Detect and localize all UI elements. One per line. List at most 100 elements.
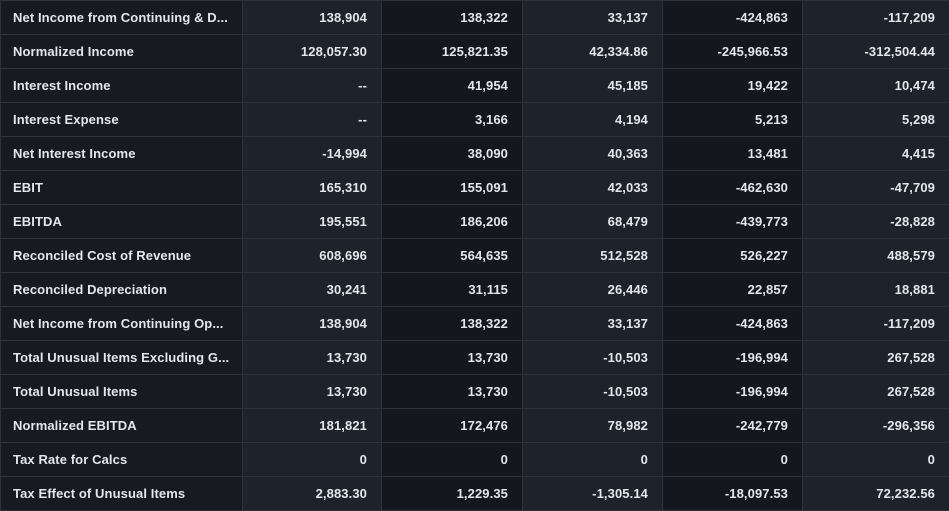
value-cell: -462,630 [663,171,803,205]
value-cell: 5,213 [663,103,803,137]
table-row: Reconciled Depreciation 30,241 31,115 26,44… [0,273,949,307]
value-cell: 0 [663,443,803,477]
value-cell: 42,033 [523,171,663,205]
value-cell: 195,551 [243,205,382,239]
table-row: EBITDA 195,551 186,206 68,479 -439,773 -28,82… [0,205,949,239]
value-cell: -28,828 [803,205,949,239]
row-label: Total Unusual Items Excluding G... [0,341,243,375]
value-cell: -296,356 [803,409,949,443]
value-cell: 138,904 [243,1,382,35]
value-cell: 30,241 [243,273,382,307]
table-row: Total Unusual Items 13,730 13,730 -10,503 -1… [0,375,949,409]
row-label: EBIT [0,171,243,205]
value-cell: 19,422 [663,69,803,103]
table-row: Tax Effect of Unusual Items 2,883.30 1,229… [0,477,949,511]
value-cell: -424,863 [663,307,803,341]
value-cell: -- [243,103,382,137]
value-cell: 45,185 [523,69,663,103]
value-cell: -312,504.44 [803,35,949,69]
table-row: Total Unusual Items Excluding G... 13,730… [0,341,949,375]
value-cell: -424,863 [663,1,803,35]
row-label: EBITDA [0,205,243,239]
value-cell: 564,635 [382,239,523,273]
row-label: Tax Effect of Unusual Items [0,477,243,511]
value-cell: 608,696 [243,239,382,273]
value-cell: 10,474 [803,69,949,103]
row-label: Interest Income [0,69,243,103]
table-row: Normalized EBITDA 181,821 172,476 78,982 -24… [0,409,949,443]
value-cell: 155,091 [382,171,523,205]
value-cell: 18,881 [803,273,949,307]
value-cell: 72,232.56 [803,477,949,511]
value-cell: 4,194 [523,103,663,137]
value-cell: -117,209 [803,1,949,35]
value-cell: 13,481 [663,137,803,171]
value-cell: 3,166 [382,103,523,137]
row-label: Interest Expense [0,103,243,137]
value-cell: 13,730 [243,375,382,409]
value-cell: 138,322 [382,1,523,35]
value-cell: -10,503 [523,341,663,375]
value-cell: -14,994 [243,137,382,171]
value-cell: 13,730 [382,341,523,375]
value-cell: 165,310 [243,171,382,205]
value-cell: 22,857 [663,273,803,307]
row-label: Net Income from Continuing Op... [0,307,243,341]
value-cell: -117,209 [803,307,949,341]
value-cell: -439,773 [663,205,803,239]
value-cell: 128,057.30 [243,35,382,69]
table-row: Net Income from Continuing Op... 138,904 1… [0,307,949,341]
value-cell: -18,097.53 [663,477,803,511]
value-cell: 181,821 [243,409,382,443]
table-row: Normalized Income 128,057.30 125,821.35 42,… [0,35,949,69]
table-row: Interest Income -- 41,954 45,185 19,422 10,47… [0,69,949,103]
value-cell: 138,904 [243,307,382,341]
value-cell: 138,322 [382,307,523,341]
table-row: Interest Expense -- 3,166 4,194 5,213 5,298 [0,103,949,137]
row-label: Reconciled Cost of Revenue [0,239,243,273]
value-cell: -242,779 [663,409,803,443]
value-cell: 1,229.35 [382,477,523,511]
value-cell: -196,994 [663,375,803,409]
value-cell: 40,363 [523,137,663,171]
value-cell: -196,994 [663,341,803,375]
value-cell: -- [243,69,382,103]
value-cell: 31,115 [382,273,523,307]
value-cell: 0 [523,443,663,477]
row-label: Net Income from Continuing & D... [0,1,243,35]
value-cell: 33,137 [523,307,663,341]
row-label: Net Interest Income [0,137,243,171]
value-cell: 526,227 [663,239,803,273]
table-row: Net Interest Income -14,994 38,090 40,363 13… [0,137,949,171]
row-label: Normalized Income [0,35,243,69]
value-cell: 125,821.35 [382,35,523,69]
value-cell: 41,954 [382,69,523,103]
value-cell: 5,298 [803,103,949,137]
value-cell: 267,528 [803,341,949,375]
value-cell: 172,476 [382,409,523,443]
value-cell: 78,982 [523,409,663,443]
row-label: Total Unusual Items [0,375,243,409]
value-cell: 68,479 [523,205,663,239]
value-cell: -245,966.53 [663,35,803,69]
value-cell: 512,528 [523,239,663,273]
value-cell: 42,334.86 [523,35,663,69]
value-cell: 0 [803,443,949,477]
table-row: Reconciled Cost of Revenue 608,696 564,635… [0,239,949,273]
value-cell: 488,579 [803,239,949,273]
value-cell: -1,305.14 [523,477,663,511]
row-label: Tax Rate for Calcs [0,443,243,477]
value-cell: 0 [243,443,382,477]
table-row: Tax Rate for Calcs 0 0 0 0 0 [0,443,949,477]
value-cell: 13,730 [382,375,523,409]
value-cell: 267,528 [803,375,949,409]
table-row: Net Income from Continuing & D... 138,904… [0,1,949,35]
value-cell: 26,446 [523,273,663,307]
value-cell: 2,883.30 [243,477,382,511]
value-cell: 13,730 [243,341,382,375]
table-row: EBIT 165,310 155,091 42,033 -462,630 -47,709 [0,171,949,205]
row-label: Reconciled Depreciation [0,273,243,307]
value-cell: 38,090 [382,137,523,171]
value-cell: 0 [382,443,523,477]
